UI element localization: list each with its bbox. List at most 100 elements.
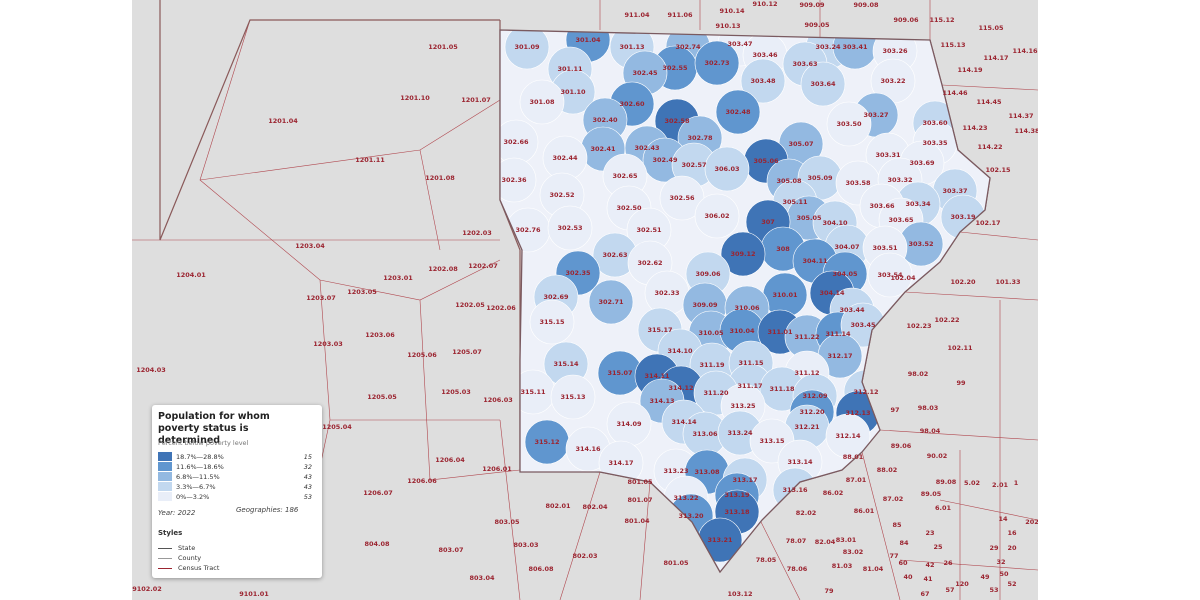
tract-label: 1203.06 xyxy=(365,331,395,339)
tract-label: 311.01 xyxy=(767,328,793,336)
tract-label: 303.48 xyxy=(750,77,776,85)
tract-label: 1204.03 xyxy=(136,366,166,374)
tract-label: 314.17 xyxy=(608,459,633,467)
tract-label: 42 xyxy=(925,561,934,569)
tract-label: 803.04 xyxy=(469,574,495,582)
legend-swatch xyxy=(158,472,172,481)
tract-label: 303.44 xyxy=(839,306,865,314)
tract-label: 303.19 xyxy=(950,213,976,221)
tract-label: 98.02 xyxy=(908,370,929,378)
tract-label: 307 xyxy=(761,218,775,226)
tract-label: 313.20 xyxy=(678,512,704,520)
legend-count: 53 xyxy=(303,493,312,501)
tract-label: 83.02 xyxy=(843,548,864,556)
tract-label: 77 xyxy=(889,552,898,560)
tract-label: 87.01 xyxy=(846,476,867,484)
tract-label: 88.01 xyxy=(843,453,864,461)
legend-swatch xyxy=(158,492,172,501)
tract-label: 102.20 xyxy=(950,278,976,286)
tract-label: 804.08 xyxy=(364,540,390,548)
legend-row: 18.7%—28.8% 15 xyxy=(158,452,316,461)
tract-label: 1204.01 xyxy=(176,271,206,279)
tract-area xyxy=(715,89,761,135)
style-label: Census Tract xyxy=(178,564,220,572)
tract-label: 302.60 xyxy=(619,100,645,108)
tract-label: 806.08 xyxy=(528,565,554,573)
tract-label: 1206.07 xyxy=(363,489,393,497)
tract-label: 303.22 xyxy=(880,77,905,85)
tract-label: 88.02 xyxy=(877,466,898,474)
tract-label: 1203.05 xyxy=(347,288,377,296)
tract-label: 302.74 xyxy=(675,43,701,51)
tract-label: 78.06 xyxy=(787,565,808,573)
tract-label: 79 xyxy=(824,587,834,595)
tract-label: 1 xyxy=(1014,479,1019,487)
legend-label: 18.7%—28.8% xyxy=(176,453,224,461)
tract-label: 910.14 xyxy=(719,7,745,15)
tract-label: 102.04 xyxy=(890,274,916,282)
style-label: State xyxy=(178,544,196,552)
tract-label: 313.19 xyxy=(724,491,750,499)
tract-label: 302.71 xyxy=(598,298,624,306)
tract-label: 1205.06 xyxy=(407,351,437,359)
tract-label: 314.11 xyxy=(644,372,670,380)
tract-label: 114.38 xyxy=(1014,127,1040,135)
tract-area xyxy=(825,413,871,459)
tract-label: 302.41 xyxy=(590,145,616,153)
tract-label: 314.09 xyxy=(616,420,642,428)
tract-label: 312.13 xyxy=(845,409,870,417)
legend-subtitle: Percent below poverty level xyxy=(158,439,249,447)
style-row: Census Tract xyxy=(158,564,219,572)
tract-label: 114.22 xyxy=(977,143,1002,151)
tract-label: 98.03 xyxy=(918,404,939,412)
tract-label: 32 xyxy=(996,558,1005,566)
tract-label: 26 xyxy=(943,559,953,567)
tract-label: 308 xyxy=(776,245,790,253)
tract-label: 309.09 xyxy=(692,301,718,309)
style-row: State xyxy=(158,544,195,552)
tract-label: 314.13 xyxy=(649,397,674,405)
tract-label: 1203.07 xyxy=(306,294,336,302)
tract-area xyxy=(500,157,537,203)
tract-area xyxy=(867,252,913,298)
tract-label: 302.49 xyxy=(652,156,678,164)
legend-count: 43 xyxy=(303,483,312,491)
tract-label: 803.03 xyxy=(513,541,538,549)
tract-label: 314.14 xyxy=(671,418,697,426)
tract-label: 313.17 xyxy=(732,476,757,484)
tract-label: 1206.06 xyxy=(407,477,437,485)
tract-label: 1206.04 xyxy=(435,456,465,464)
tract-label: 313.18 xyxy=(724,508,750,516)
tract-label: 304.14 xyxy=(819,289,845,297)
tract-label: 87.02 xyxy=(883,495,904,503)
tract-label: 314.10 xyxy=(667,347,693,355)
tract-area xyxy=(588,279,634,325)
tract-label: 1205.03 xyxy=(441,388,471,396)
tract-label: 303.64 xyxy=(810,80,836,88)
tract-label: 313.25 xyxy=(730,402,756,410)
styles-title: Styles xyxy=(158,529,183,537)
tract-label: 303.69 xyxy=(909,159,935,167)
tract-label: 114.17 xyxy=(983,54,1008,62)
tract-label: 309.12 xyxy=(730,250,755,258)
tract-label: 313.21 xyxy=(707,536,733,544)
legend-row: 3.3%—6.7% 43 xyxy=(158,482,316,491)
tract-label: 315.07 xyxy=(607,369,632,377)
left-margin xyxy=(0,0,132,600)
tract-label: 313.22 xyxy=(673,494,698,502)
tract-area xyxy=(529,299,575,345)
tract-label: 303.51 xyxy=(872,244,898,252)
tract-area xyxy=(547,205,593,251)
tract-label: 99 xyxy=(956,379,966,387)
tract-label: 40 xyxy=(903,573,913,581)
tract-label: 102.15 xyxy=(985,166,1011,174)
tract-label: 312.21 xyxy=(794,423,820,431)
tract-label: 301.13 xyxy=(619,43,644,51)
legend-swatch xyxy=(158,452,172,461)
legend-label: 11.6%—18.6% xyxy=(176,463,224,471)
tract-label: 120 xyxy=(955,580,969,588)
tract-label: 103.12 xyxy=(727,590,752,598)
tract-label: 302.66 xyxy=(503,138,529,146)
tract-label: 1201.05 xyxy=(428,43,458,51)
